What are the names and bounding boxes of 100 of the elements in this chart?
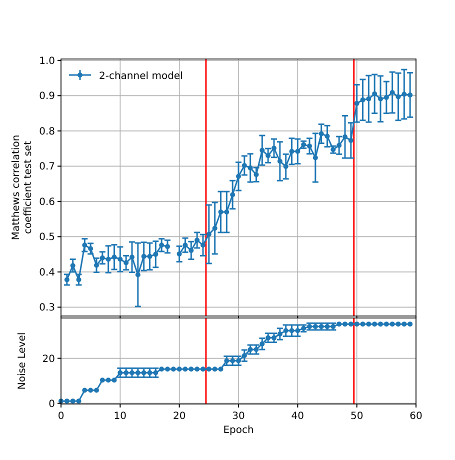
point — [366, 322, 372, 327]
x-tick-label: 40 — [291, 411, 304, 422]
point — [402, 92, 407, 97]
y-tick-label: 0 — [48, 398, 55, 410]
y-axis-title: Noise Level — [17, 332, 28, 390]
point — [118, 256, 123, 262]
point — [289, 328, 294, 334]
point — [384, 94, 389, 100]
point — [76, 277, 82, 282]
y-tick-label: 0.7 — [39, 162, 55, 173]
point — [88, 388, 94, 393]
point — [390, 322, 395, 327]
point — [212, 226, 218, 231]
point — [324, 134, 330, 139]
point — [76, 398, 82, 404]
y-tick-label: 0.6 — [39, 196, 55, 208]
point — [230, 192, 236, 198]
point — [206, 366, 212, 372]
point — [283, 328, 288, 334]
point — [342, 322, 348, 327]
point — [390, 90, 395, 95]
y-tick-label: 0.8 — [39, 126, 55, 138]
x-axis-title: Epoch — [223, 425, 254, 436]
point — [64, 398, 70, 404]
point — [384, 322, 389, 327]
y-tick-label: 0.5 — [39, 232, 55, 244]
point — [283, 164, 288, 170]
point — [242, 353, 247, 358]
legend-label: 2-channel model — [99, 71, 183, 82]
y-tick-label: 0.4 — [39, 267, 55, 278]
point — [106, 256, 111, 262]
point — [130, 254, 134, 260]
point — [218, 210, 224, 214]
point — [200, 366, 206, 372]
point — [182, 366, 188, 372]
point — [260, 341, 265, 346]
point — [295, 328, 300, 334]
point — [372, 91, 378, 96]
point — [82, 242, 88, 248]
point — [224, 210, 230, 214]
point — [402, 322, 407, 327]
point — [82, 388, 88, 393]
point — [141, 254, 146, 259]
point — [153, 252, 158, 257]
point — [354, 100, 360, 106]
point — [336, 142, 342, 148]
point — [135, 272, 140, 278]
point — [312, 155, 318, 160]
point — [147, 254, 152, 259]
point — [360, 97, 366, 102]
point — [396, 322, 401, 327]
point — [342, 134, 348, 140]
point — [366, 96, 372, 102]
point — [212, 366, 218, 372]
point — [242, 162, 247, 168]
point — [194, 238, 200, 243]
point — [100, 378, 105, 383]
point — [348, 138, 354, 143]
point — [408, 322, 413, 327]
point — [378, 96, 383, 102]
point — [159, 242, 164, 248]
point — [277, 331, 282, 336]
y-tick-label: 20 — [42, 354, 55, 365]
point — [124, 260, 129, 266]
point — [64, 277, 70, 282]
point — [112, 254, 117, 260]
point — [277, 158, 282, 164]
point — [360, 322, 366, 327]
y-tick-label: 1.0 — [39, 56, 55, 67]
point — [318, 131, 324, 136]
point — [266, 153, 271, 158]
x-tick-label: 30 — [232, 411, 245, 422]
point — [260, 148, 265, 153]
point — [70, 398, 76, 404]
point — [272, 146, 276, 151]
point — [206, 232, 212, 237]
point — [336, 322, 342, 327]
point — [295, 148, 300, 154]
point — [188, 366, 194, 372]
point — [176, 251, 182, 256]
point — [112, 378, 117, 383]
point — [165, 366, 170, 372]
point — [396, 94, 401, 100]
point — [378, 322, 383, 327]
point — [348, 322, 354, 327]
x-tick-label: 0 — [58, 411, 64, 422]
point — [88, 246, 94, 252]
point — [372, 322, 378, 327]
x-tick-label: 50 — [350, 411, 364, 422]
point — [94, 262, 99, 268]
point — [106, 378, 111, 383]
point — [248, 165, 253, 170]
point — [236, 174, 241, 179]
point — [408, 92, 413, 98]
y-tick-label: 0.9 — [39, 91, 55, 102]
point — [200, 242, 206, 248]
point — [182, 242, 188, 248]
y-axis-title: Matthews correlation coefficient test set — [11, 134, 34, 240]
x-tick-label: 60 — [410, 411, 422, 422]
point — [100, 255, 105, 260]
